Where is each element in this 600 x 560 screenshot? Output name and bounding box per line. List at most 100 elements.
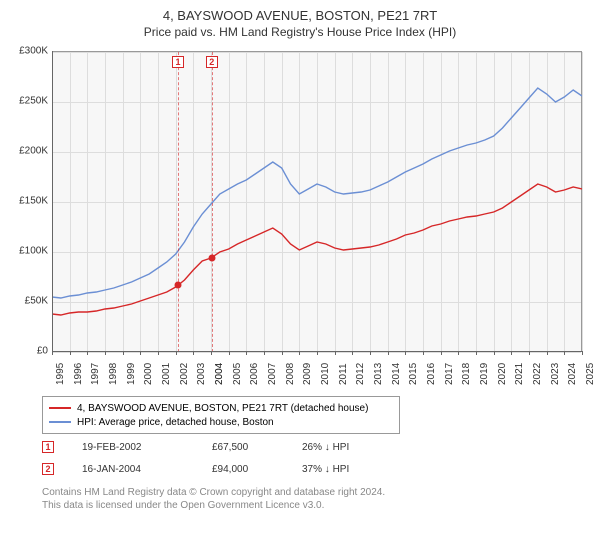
footer-line1: Contains HM Land Registry data © Crown c…: [42, 486, 385, 499]
x-tick-label: 2019: [479, 363, 490, 385]
x-tick: [158, 351, 159, 355]
x-tick-label: 2022: [532, 363, 543, 385]
x-tick: [582, 351, 583, 355]
x-tick: [123, 351, 124, 355]
y-tick-label: £100K: [19, 246, 48, 257]
x-tick: [547, 351, 548, 355]
chart-title: 4, BAYSWOOD AVENUE, BOSTON, PE21 7RT: [10, 8, 590, 23]
x-tick: [317, 351, 318, 355]
x-tick-label: 2025: [585, 363, 596, 385]
x-tick: [52, 351, 53, 355]
series-svg: [52, 52, 582, 352]
marker-table: 119-FEB-2002£67,50026% ↓ HPI 2 16-JAN-2004…: [42, 436, 382, 480]
x-tick-label: 2010: [320, 363, 331, 385]
chart-area: 12 £0£50K£100K£150K£200K£250K£300K 19951…: [10, 45, 590, 395]
x-tick: [476, 351, 477, 355]
x-tick-label: 1996: [73, 363, 84, 385]
x-tick-label: 2015: [408, 363, 419, 385]
x-tick-label: 1997: [90, 363, 101, 385]
x-tick: [494, 351, 495, 355]
marker-table-box: 1: [42, 441, 54, 453]
marker-table-row: 119-FEB-2002£67,50026% ↓ HPI: [42, 436, 382, 458]
footer: Contains HM Land Registry data © Crown c…: [42, 486, 385, 512]
y-axis: [52, 51, 53, 351]
x-tick-label: 2004: [214, 363, 225, 385]
marker-table-pct: 26% ↓ HPI: [302, 442, 382, 453]
x-tick-label: 2024: [567, 363, 578, 385]
marker-table-date: 16-JAN-2004: [82, 464, 212, 475]
x-tick: [87, 351, 88, 355]
marker-dot: [174, 281, 181, 288]
plot-region: 12: [52, 51, 582, 351]
x-tick-label: 2018: [461, 363, 472, 385]
marker-box: 1: [172, 56, 184, 68]
x-tick: [176, 351, 177, 355]
marker-box: 2: [206, 56, 218, 68]
x-tick: [388, 351, 389, 355]
x-tick-label: 2014: [391, 363, 402, 385]
x-tick-label: 2000: [143, 363, 154, 385]
x-tick-label: 2008: [285, 363, 296, 385]
series-property: [52, 184, 582, 315]
x-tick: [140, 351, 141, 355]
marker-table-row: 2 16-JAN-2004£94,00037% ↓ HPI: [42, 458, 382, 480]
legend-label: HPI: Average price, detached house, Bost…: [77, 417, 274, 428]
x-tick: [211, 351, 212, 355]
x-tick-label: 2009: [302, 363, 313, 385]
legend-swatch: [49, 407, 71, 409]
y-tick-label: £50K: [25, 296, 48, 307]
legend-swatch: [49, 421, 71, 423]
footer-line2: This data is licensed under the Open Gov…: [42, 499, 385, 512]
x-tick: [423, 351, 424, 355]
x-tick-label: 2021: [514, 363, 525, 385]
x-tick: [193, 351, 194, 355]
x-tick: [441, 351, 442, 355]
legend-label: 4, BAYSWOOD AVENUE, BOSTON, PE21 7RT (de…: [77, 403, 368, 414]
x-tick: [529, 351, 530, 355]
x-tick: [405, 351, 406, 355]
marker-table-price: £67,500: [212, 442, 302, 453]
x-tick: [299, 351, 300, 355]
x-tick-label: 2001: [161, 363, 172, 385]
x-tick: [352, 351, 353, 355]
x-tick-label: 2020: [497, 363, 508, 385]
legend: 4, BAYSWOOD AVENUE, BOSTON, PE21 7RT (de…: [42, 396, 400, 434]
x-tick: [70, 351, 71, 355]
x-tick-label: 2002: [179, 363, 190, 385]
y-tick-label: £150K: [19, 196, 48, 207]
x-tick-label: 1995: [55, 363, 66, 385]
marker-line: [212, 52, 213, 352]
x-tick-label: 1998: [108, 363, 119, 385]
marker-dot: [208, 255, 215, 262]
x-tick: [282, 351, 283, 355]
x-tick-label: 2017: [444, 363, 455, 385]
x-tick: [335, 351, 336, 355]
y-tick-label: £300K: [19, 46, 48, 57]
x-tick-label: 2013: [373, 363, 384, 385]
series-hpi: [52, 88, 582, 298]
x-tick: [246, 351, 247, 355]
x-tick-label: 2003: [196, 363, 207, 385]
marker-table-pct: 37% ↓ HPI: [302, 464, 382, 475]
marker-line: [178, 52, 179, 352]
marker-table-box: 2: [42, 463, 54, 475]
x-tick-label: 2005: [232, 363, 243, 385]
chart-subtitle: Price paid vs. HM Land Registry's House …: [10, 25, 590, 39]
x-tick: [370, 351, 371, 355]
x-tick: [229, 351, 230, 355]
x-tick-label: 2011: [338, 363, 349, 385]
gridline-v: [582, 52, 583, 351]
legend-row: HPI: Average price, detached house, Bost…: [49, 415, 393, 429]
x-tick-label: 1999: [126, 363, 137, 385]
y-tick-label: £0: [37, 346, 48, 357]
x-tick: [511, 351, 512, 355]
x-tick: [564, 351, 565, 355]
x-tick: [105, 351, 106, 355]
x-tick: [458, 351, 459, 355]
y-tick-label: £250K: [19, 96, 48, 107]
x-tick-label: 2012: [355, 363, 366, 385]
marker-table-price: £94,000: [212, 464, 302, 475]
x-tick: [264, 351, 265, 355]
x-tick-label: 2016: [426, 363, 437, 385]
x-tick-label: 2007: [267, 363, 278, 385]
